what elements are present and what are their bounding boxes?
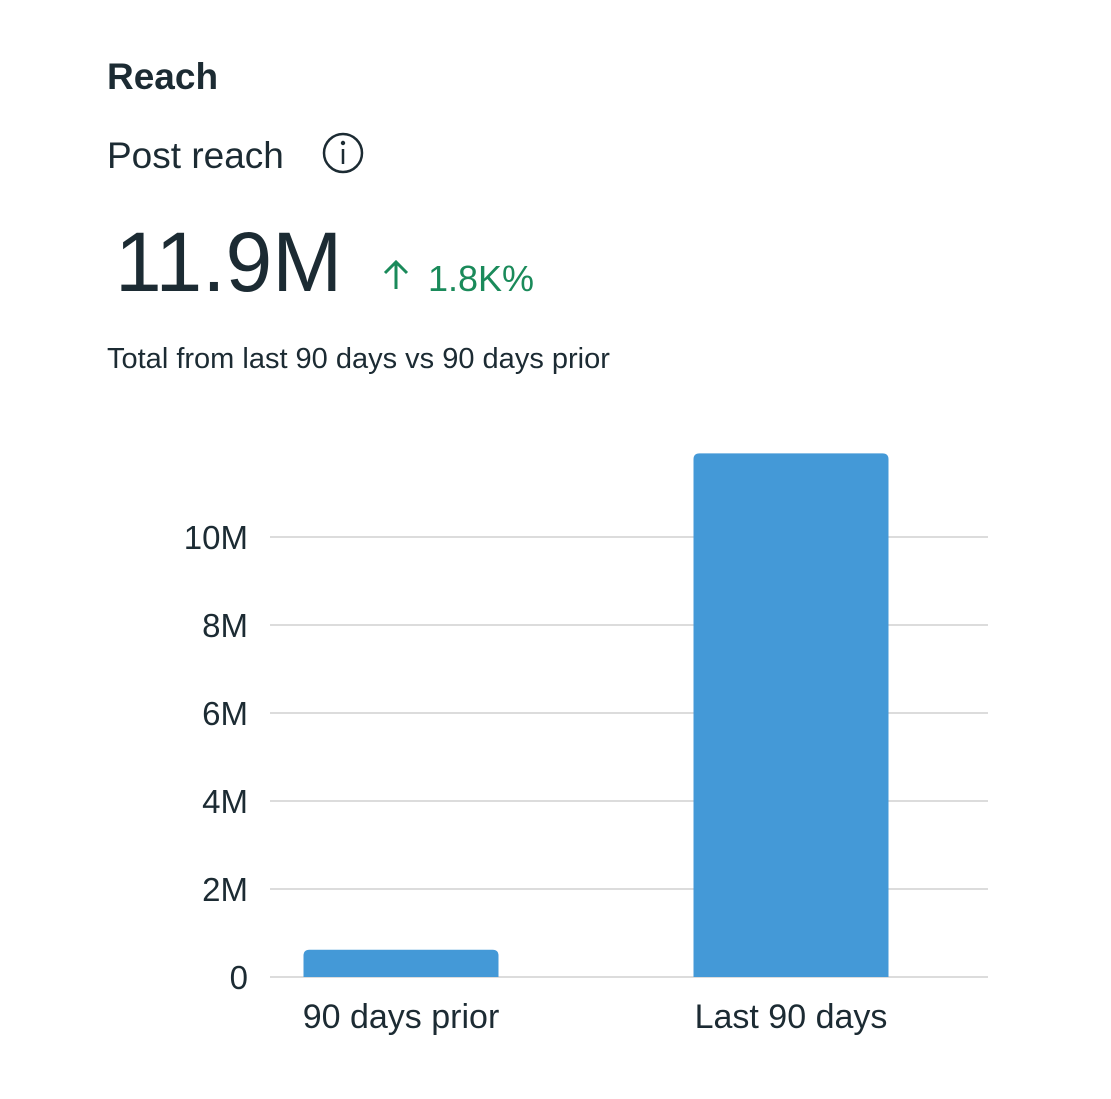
change-value: 1.8K% [428, 258, 534, 299]
y-tick-label: 8M [202, 607, 248, 644]
total-value: 11.9M [115, 215, 342, 309]
metric-title: Post reach [107, 135, 284, 176]
y-tick-label: 4M [202, 783, 248, 820]
x-tick-label: 90 days prior [303, 998, 500, 1036]
caption: Total from last 90 days vs 90 days prior [107, 343, 610, 375]
y-tick-label: 6M [202, 695, 248, 732]
y-tick-label: 0 [230, 959, 248, 996]
y-tick-label: 2M [202, 871, 248, 908]
y-tick-label: 10M [184, 519, 248, 556]
up-arrow [383, 259, 409, 289]
bar [303, 949, 499, 977]
x-tick-label: Last 90 days [695, 998, 888, 1036]
info-icon[interactable] [322, 132, 364, 174]
bar [693, 453, 889, 977]
section-title: Reach [107, 56, 218, 97]
